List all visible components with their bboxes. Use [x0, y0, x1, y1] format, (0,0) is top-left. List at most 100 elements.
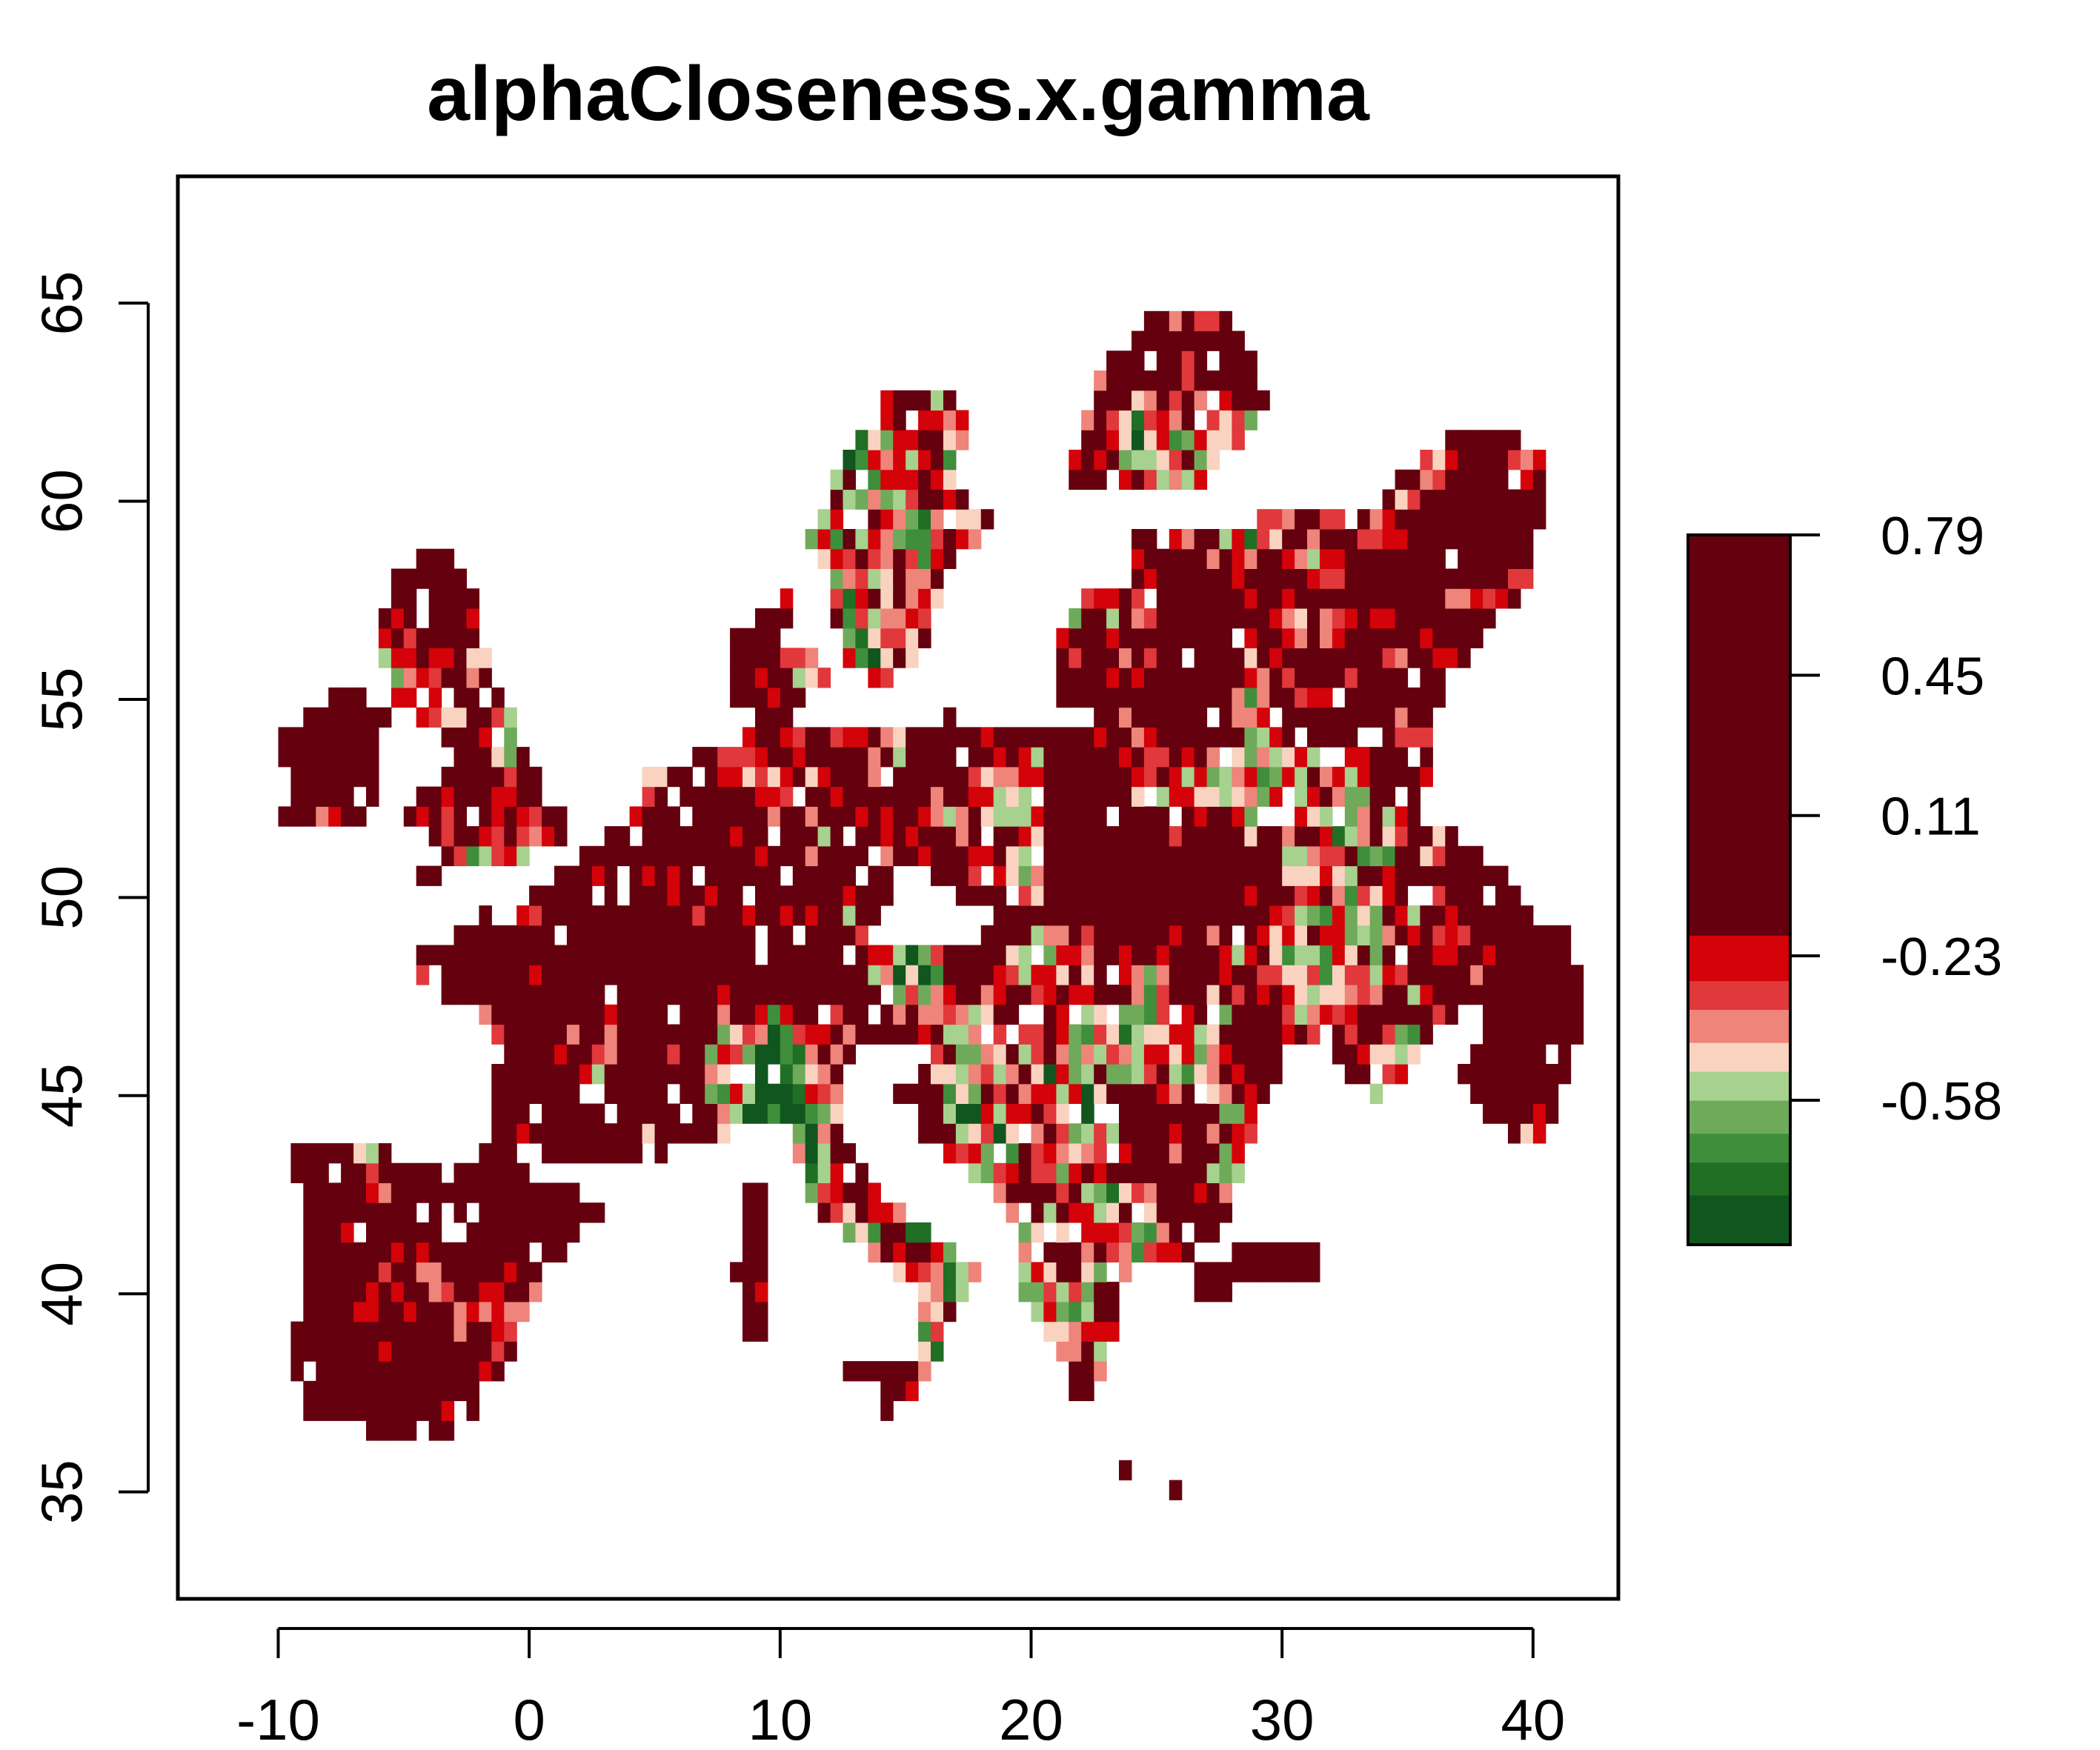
- raster-cell: [617, 1064, 631, 1085]
- raster-cell: [880, 489, 894, 510]
- raster-cell: [1156, 628, 1170, 648]
- raster-cell: [1043, 1004, 1057, 1025]
- raster-cell: [843, 747, 856, 768]
- raster-cell: [428, 707, 442, 728]
- raster-cell: [1219, 1262, 1232, 1282]
- raster-cell: [1106, 350, 1120, 371]
- raster-cell: [466, 707, 479, 728]
- raster-cell: [378, 1202, 392, 1223]
- raster-cell: [1094, 707, 1107, 728]
- raster-cell: [1106, 588, 1120, 609]
- raster-cell: [1445, 450, 1458, 470]
- raster-cell: [617, 1083, 631, 1104]
- raster-cell: [906, 450, 919, 470]
- raster-cell: [1081, 1162, 1094, 1183]
- raster-cell: [378, 648, 392, 668]
- raster-cell: [679, 925, 693, 946]
- raster-cell: [1344, 1044, 1358, 1065]
- raster-cell: [591, 1123, 605, 1144]
- raster-cell: [1320, 628, 1333, 648]
- raster-cell: [1495, 885, 1509, 906]
- raster-cell: [1357, 707, 1371, 728]
- raster-cell: [1508, 1004, 1521, 1025]
- raster-cell: [1520, 1123, 1534, 1144]
- raster-cell: [1257, 1083, 1270, 1104]
- raster-cell: [1282, 1242, 1295, 1262]
- raster-cell: [466, 786, 479, 807]
- raster-cell: [931, 1083, 944, 1104]
- x-tick-label: -10: [236, 1687, 320, 1750]
- raster-cell: [529, 1044, 542, 1065]
- raster-cell: [504, 965, 517, 985]
- raster-cell: [918, 509, 931, 530]
- raster-cell: [1031, 1282, 1044, 1302]
- raster-cell: [1194, 766, 1208, 788]
- raster-cell: [918, 568, 931, 589]
- raster-cell: [516, 1162, 530, 1183]
- raster-cell: [1069, 1301, 1082, 1323]
- raster-cell: [968, 1004, 982, 1025]
- raster-cell: [1069, 727, 1082, 748]
- raster-cell: [931, 568, 944, 589]
- raster-cell: [1143, 628, 1157, 648]
- raster-cell: [931, 747, 944, 768]
- raster-cell: [341, 1301, 354, 1323]
- raster-cell: [1395, 965, 1409, 985]
- raster-cell: [1094, 826, 1107, 847]
- raster-cell: [1483, 1103, 1496, 1124]
- raster-cell: [1018, 985, 1032, 1005]
- raster-cell: [880, 608, 894, 629]
- raster-cell: [893, 568, 906, 589]
- raster-cell: [1332, 568, 1346, 589]
- raster-cell: [403, 1341, 417, 1362]
- raster-cell: [1094, 925, 1107, 946]
- raster-cell: [453, 1262, 467, 1282]
- raster-cell: [1156, 905, 1170, 926]
- raster-cell: [1458, 430, 1471, 450]
- raster-cell: [566, 1222, 580, 1243]
- raster-cell: [416, 568, 430, 589]
- raster-cell: [1169, 747, 1183, 768]
- raster-cell: [1558, 1064, 1572, 1085]
- raster-cell: [817, 1044, 831, 1065]
- raster-cell: [403, 1222, 417, 1243]
- raster-cell: [654, 1024, 668, 1045]
- raster-cell: [1344, 727, 1358, 748]
- raster-cell: [817, 1182, 831, 1203]
- raster-cell: [453, 1301, 467, 1323]
- raster-cell: [554, 1182, 568, 1203]
- raster-cell: [755, 845, 768, 867]
- raster-cell: [679, 985, 693, 1005]
- raster-cell: [366, 1301, 379, 1323]
- legend-tick-label: -0.23: [1881, 928, 2002, 987]
- raster-cell: [868, 568, 881, 589]
- raster-cell: [1169, 1044, 1183, 1065]
- raster-cell: [1357, 965, 1371, 985]
- raster-cell: [1132, 350, 1145, 371]
- raster-cell: [931, 766, 944, 788]
- raster-cell: [730, 1024, 743, 1045]
- raster-cell: [667, 845, 680, 867]
- raster-cell: [1156, 370, 1170, 391]
- raster-cell: [1018, 786, 1032, 807]
- raster-cell: [1181, 905, 1195, 926]
- raster-cell: [504, 1143, 517, 1164]
- raster-cell: [1407, 628, 1421, 648]
- raster-cell: [1043, 885, 1057, 906]
- raster-cell: [1031, 1222, 1044, 1243]
- raster-cell: [353, 1182, 367, 1203]
- raster-cell: [516, 1262, 530, 1282]
- raster-cell: [1043, 985, 1057, 1005]
- raster-cell: [792, 766, 806, 788]
- raster-cell: [1257, 1004, 1270, 1025]
- raster-cell: [1181, 1143, 1195, 1164]
- raster-cell: [1369, 786, 1383, 807]
- raster-cell: [1320, 608, 1333, 629]
- raster-cell: [303, 1222, 316, 1243]
- raster-cell: [591, 965, 605, 985]
- raster-cell: [1143, 1123, 1157, 1144]
- raster-cell: [1432, 985, 1446, 1005]
- raster-cell: [1132, 330, 1145, 351]
- raster-cell: [504, 845, 517, 867]
- raster-cell: [968, 1143, 982, 1164]
